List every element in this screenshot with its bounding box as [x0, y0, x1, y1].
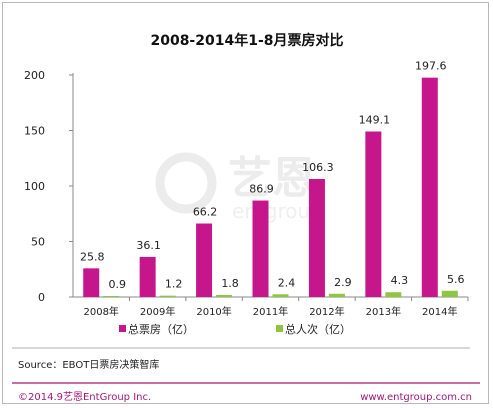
bar-attendance — [328, 293, 345, 297]
data-label-box-office: 106.3 — [302, 161, 334, 174]
data-label-attendance: 5.6 — [447, 273, 465, 286]
y-tick-label: 0 — [38, 291, 45, 304]
watermark-sub: entgroup — [232, 199, 323, 223]
bar-box-office — [139, 256, 156, 297]
x-axis-ticks: 2008年 2009年 2010年 2011年 2012年 2013年 2014年 — [83, 297, 469, 318]
watermark-brand: 艺恩 — [228, 153, 316, 204]
data-label-box-office: 66.2 — [193, 206, 218, 219]
data-label-attendance: 0.9 — [108, 278, 126, 291]
bars — [83, 77, 458, 297]
bar-attendance — [103, 296, 120, 297]
data-label-attendance: 4.3 — [391, 274, 409, 287]
x-tick-label: 2013年 — [366, 305, 401, 318]
y-tick-label: 200 — [24, 69, 45, 82]
bar-box-office — [421, 77, 438, 297]
bar-box-office — [196, 223, 213, 297]
y-tick-label: 150 — [24, 125, 45, 138]
data-label-box-office: 25.8 — [80, 250, 105, 263]
bar-box-office — [252, 200, 269, 297]
data-labels: 25.8 0.9 36.1 1.2 66.2 1.8 86.9 2.4 106.3 2.9 149.… — [80, 60, 465, 291]
x-tick-label: 2009年 — [140, 305, 175, 318]
y-axis-ticks: 0 50 100 150 200 — [24, 69, 73, 304]
legend: 总票房（亿） 总人次（亿） — [119, 322, 351, 336]
bar-box-office — [83, 268, 100, 297]
data-label-box-office: 86.9 — [249, 183, 274, 196]
source-text: Source：EBOT日票房决策智库 — [18, 358, 159, 371]
bar-attendance — [441, 290, 458, 297]
x-tick-label: 2014年 — [422, 305, 457, 318]
watermark: 艺恩 entgroup — [155, 152, 323, 223]
chart-title: 2008-2014年1-8月票房对比 — [150, 32, 343, 49]
x-tick-label: 2011年 — [253, 305, 288, 318]
data-label-box-office: 197.6 — [415, 60, 447, 73]
data-label-box-office: 36.1 — [136, 239, 161, 252]
data-label-attendance: 2.4 — [278, 276, 296, 289]
bar-box-office — [308, 179, 325, 297]
bar-attendance — [159, 295, 176, 297]
bar-attendance — [385, 292, 402, 297]
data-label-attendance: 1.2 — [165, 278, 183, 291]
legend-label-box-office: 总票房（亿） — [128, 322, 194, 336]
legend-label-attendance: 总人次（亿） — [285, 322, 351, 336]
legend-swatch-box-office — [119, 325, 126, 332]
bar-attendance — [216, 295, 233, 297]
data-label-box-office: 149.1 — [359, 113, 391, 126]
data-label-attendance: 2.9 — [334, 276, 352, 289]
watermark-logo-icon — [155, 152, 217, 214]
y-tick-label: 100 — [24, 180, 45, 193]
footer-copyright: ©2014.9艺恩EntGroup Inc. — [18, 391, 151, 403]
x-tick-label: 2010年 — [196, 305, 231, 318]
x-tick-label: 2008年 — [83, 305, 118, 318]
bar-box-office — [365, 131, 382, 297]
x-tick-label: 2012年 — [309, 305, 344, 318]
y-tick-label: 50 — [31, 236, 45, 249]
data-label-attendance: 1.8 — [221, 277, 239, 290]
footer-website: www.entgroup.com.cn — [360, 392, 472, 403]
chart-frame — [2, 2, 489, 404]
bar-attendance — [272, 294, 289, 297]
legend-swatch-attendance — [276, 325, 283, 332]
